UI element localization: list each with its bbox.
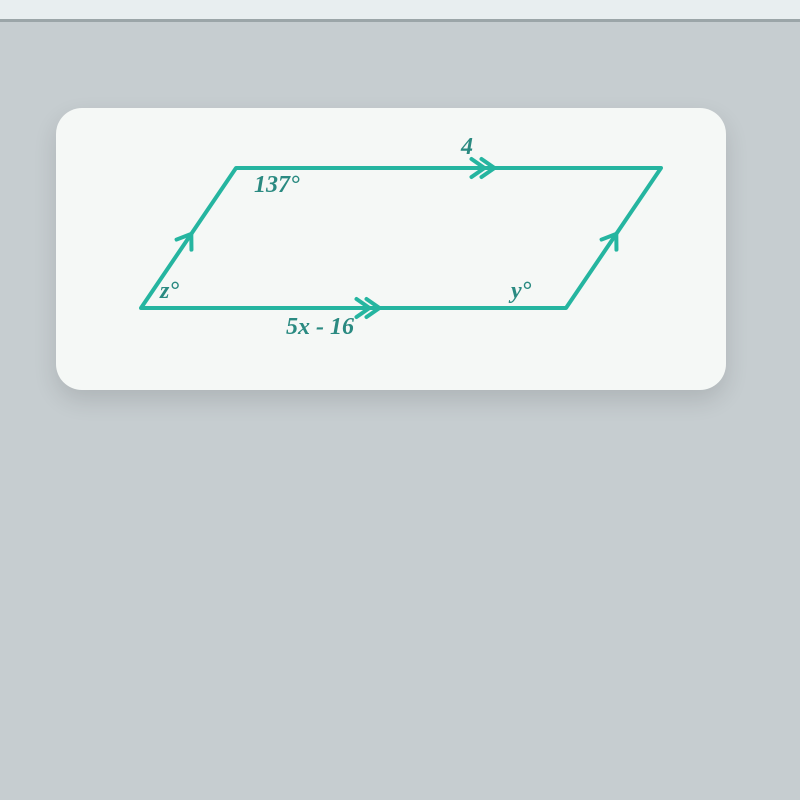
label-angle-y: y° (511, 278, 531, 305)
diagram-card: 4 137° z° y° 5x - 16 (56, 108, 726, 390)
label-angle-137: 137° (254, 172, 300, 199)
window-top-border (0, 0, 800, 22)
label-angle-z: z° (160, 278, 179, 305)
label-top-side: 4 (461, 134, 473, 161)
label-bottom-side: 5x - 16 (286, 314, 354, 341)
parallelogram-diagram (56, 108, 726, 390)
